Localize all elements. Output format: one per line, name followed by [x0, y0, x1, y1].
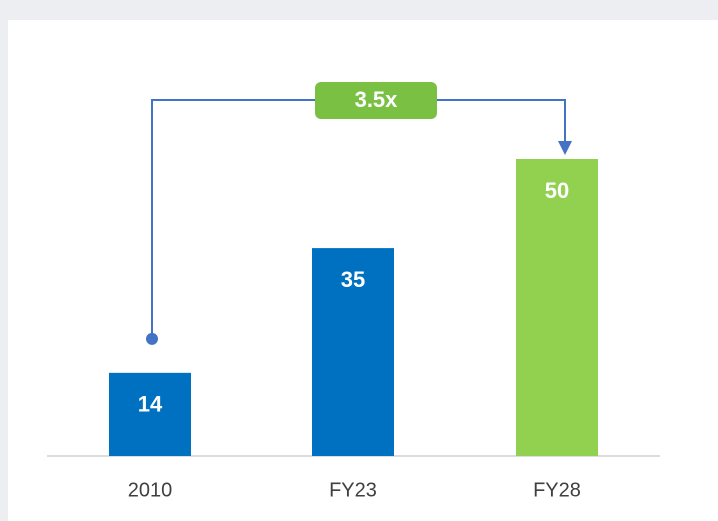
x-tick-label: FY28 [533, 479, 581, 501]
connector-dot [146, 332, 158, 345]
bar [312, 248, 394, 456]
annotation: 3.5x [355, 87, 399, 112]
bar [516, 159, 598, 456]
annotation-box [315, 82, 437, 119]
x-tick-label: FY23 [329, 479, 377, 501]
value-label: 14 [138, 392, 163, 417]
value-label: 35 [341, 267, 365, 292]
bar [109, 372, 191, 456]
value-label: 50 [545, 178, 569, 203]
connector-arrow [558, 141, 572, 155]
x-tick-label: 2010 [128, 479, 173, 501]
